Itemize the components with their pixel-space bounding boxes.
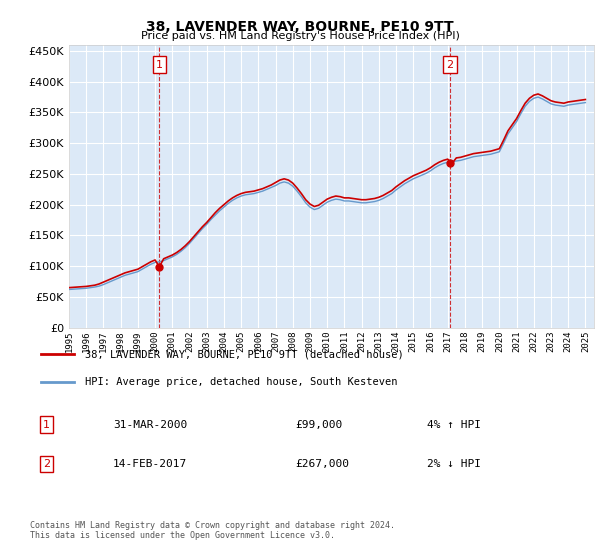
Text: 2: 2 (43, 459, 50, 469)
Text: 2: 2 (446, 59, 454, 69)
Text: £99,000: £99,000 (295, 420, 342, 430)
Text: Price paid vs. HM Land Registry's House Price Index (HPI): Price paid vs. HM Land Registry's House … (140, 31, 460, 41)
Text: £267,000: £267,000 (295, 459, 349, 469)
Text: 31-MAR-2000: 31-MAR-2000 (113, 420, 187, 430)
Text: 14-FEB-2017: 14-FEB-2017 (113, 459, 187, 469)
Text: 38, LAVENDER WAY, BOURNE, PE10 9TT (detached house): 38, LAVENDER WAY, BOURNE, PE10 9TT (deta… (85, 349, 404, 359)
Text: 38, LAVENDER WAY, BOURNE, PE10 9TT: 38, LAVENDER WAY, BOURNE, PE10 9TT (146, 20, 454, 34)
Text: 4% ↑ HPI: 4% ↑ HPI (427, 420, 481, 430)
Text: 2% ↓ HPI: 2% ↓ HPI (427, 459, 481, 469)
Text: HPI: Average price, detached house, South Kesteven: HPI: Average price, detached house, Sout… (85, 377, 398, 388)
Text: 1: 1 (156, 59, 163, 69)
Text: Contains HM Land Registry data © Crown copyright and database right 2024.
This d: Contains HM Land Registry data © Crown c… (30, 521, 395, 540)
Text: 1: 1 (43, 420, 50, 430)
